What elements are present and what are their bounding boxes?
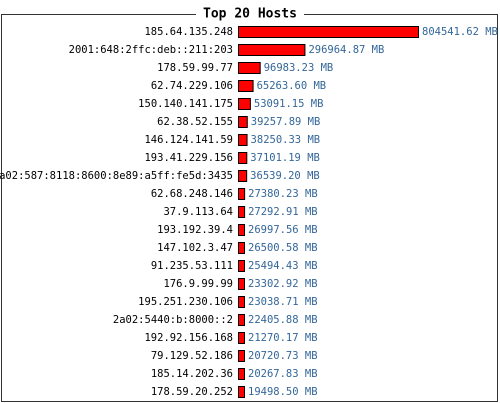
value-label: 26500.58 MB	[248, 242, 318, 254]
host-label: 185.14.202.36	[151, 368, 233, 380]
host-label: 62.38.52.155	[157, 116, 233, 128]
bar	[238, 260, 245, 272]
value-label: 65263.60 MB	[257, 80, 327, 92]
host-label: 147.102.3.47	[157, 242, 233, 254]
value-label: 26997.56 MB	[248, 224, 318, 236]
value-label: 23302.92 MB	[248, 278, 318, 290]
bar	[238, 206, 246, 218]
bar	[238, 332, 245, 344]
bar	[238, 314, 245, 326]
bar	[238, 296, 245, 308]
value-label: 36539.20 MB	[250, 170, 320, 182]
bar	[238, 170, 248, 182]
value-label: 27292.91 MB	[248, 206, 318, 218]
host-label: 91.235.53.111	[151, 260, 233, 272]
host-label: 176.9.99.99	[163, 278, 233, 290]
title-background	[196, 6, 304, 22]
host-label: 2001:648:2ffc:deb::211:203	[69, 44, 233, 56]
bar	[238, 80, 254, 92]
bar	[238, 98, 251, 110]
host-label: 195.251.230.106	[138, 296, 233, 308]
value-label: 38250.33 MB	[251, 134, 321, 146]
bar	[238, 242, 245, 254]
value-label: 23038.71 MB	[248, 296, 318, 308]
bar	[238, 278, 245, 290]
value-label: 21270.17 MB	[248, 332, 318, 344]
value-label: 37101.19 MB	[250, 152, 320, 164]
host-label: 185.64.135.248	[144, 26, 233, 38]
host-label: 150.140.141.175	[138, 98, 233, 110]
host-label: 2a02:5440:b:8000::2	[113, 314, 233, 326]
host-label: 2a02:587:8118:8600:8e89:a5ff:fe5d:3435	[0, 170, 233, 182]
value-label: 20267.83 MB	[248, 368, 318, 380]
bar	[238, 368, 245, 380]
value-label: 27380.23 MB	[248, 188, 318, 200]
host-label: 193.192.39.4	[157, 224, 233, 236]
bar	[238, 224, 246, 236]
host-label: 193.41.229.156	[144, 152, 233, 164]
chart-title: Top 20 Hosts	[203, 7, 297, 22]
value-label: 96983.23 MB	[264, 62, 334, 74]
host-label: 79.129.52.186	[151, 350, 233, 362]
bar	[238, 44, 306, 56]
host-label: 178.59.20.252	[151, 386, 233, 398]
value-label: 53091.15 MB	[254, 98, 324, 110]
bar	[238, 188, 246, 200]
value-label: 22405.88 MB	[248, 314, 318, 326]
bar	[238, 134, 248, 146]
value-label: 804541.62 MB	[422, 26, 498, 38]
bar	[238, 386, 245, 398]
value-label: 20720.73 MB	[248, 350, 318, 362]
host-label: 62.68.248.146	[151, 188, 233, 200]
host-label: 146.124.141.59	[144, 134, 233, 146]
value-label: 296964.87 MB	[308, 44, 384, 56]
host-label: 192.92.156.168	[144, 332, 233, 344]
host-label: 37.9.113.64	[163, 206, 233, 218]
host-label: 62.74.229.106	[151, 80, 233, 92]
bar	[238, 62, 261, 74]
value-label: 25494.43 MB	[248, 260, 318, 272]
host-label: 178.59.99.77	[157, 62, 233, 74]
bar	[238, 26, 419, 38]
bar	[238, 116, 248, 128]
bar	[238, 152, 248, 164]
value-label: 19498.50 MB	[248, 386, 318, 398]
bar	[238, 350, 245, 362]
value-label: 39257.89 MB	[251, 116, 321, 128]
